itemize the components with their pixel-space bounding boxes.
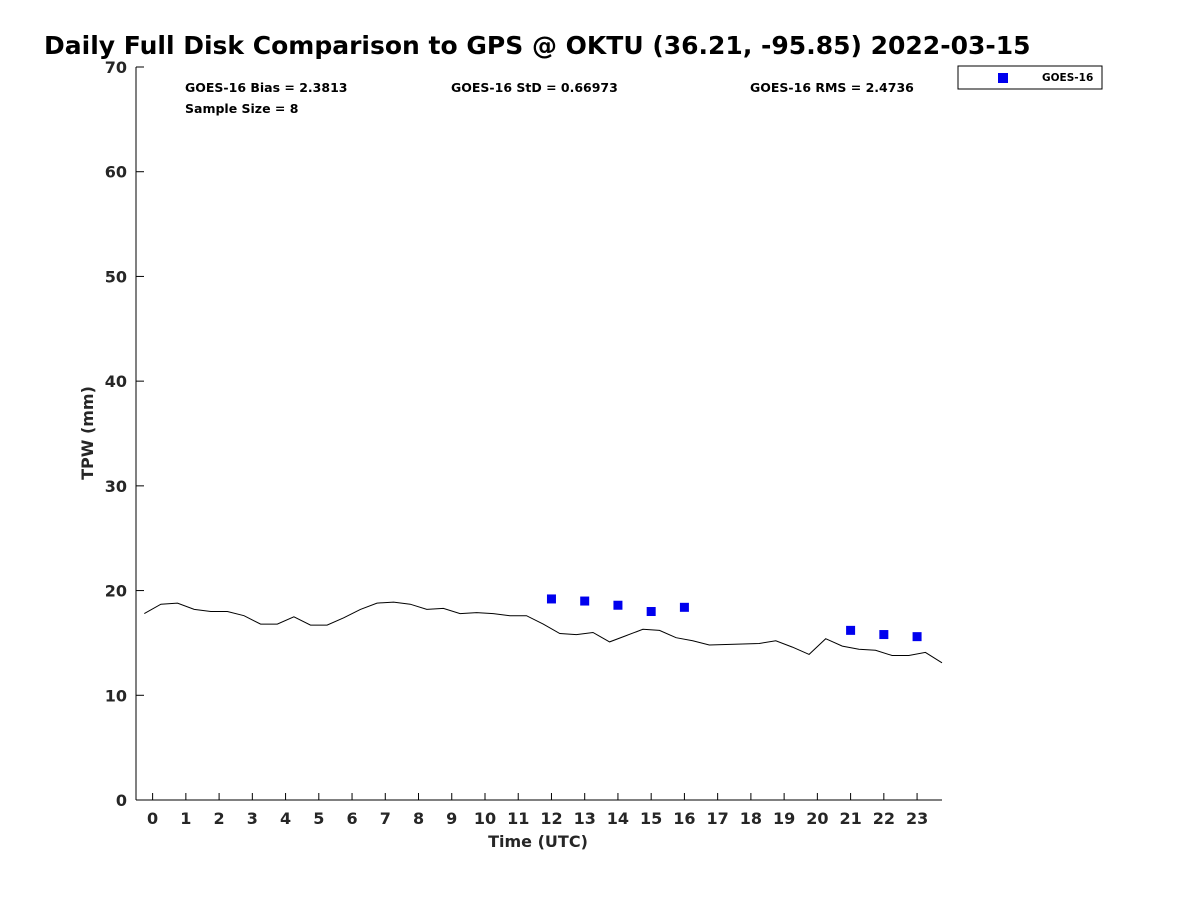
x-tick-label: 7 <box>380 809 391 828</box>
y-tick-label: 40 <box>105 372 127 391</box>
x-tick-label: 16 <box>673 809 695 828</box>
y-ticks: 0 10 20 30 40 50 60 70 <box>105 58 144 810</box>
x-tick-label: 14 <box>607 809 629 828</box>
rms-stat: GOES-16 RMS = 2.4736 <box>750 80 914 95</box>
legend-box <box>957 65 1103 90</box>
x-axis-label: Time (UTC) <box>488 832 588 851</box>
x-tick-label: 0 <box>147 809 158 828</box>
x-tick-label: 19 <box>773 809 795 828</box>
y-tick-label: 50 <box>105 267 127 286</box>
goes-16-point <box>580 596 590 606</box>
goes-16-point <box>679 602 689 612</box>
x-tick-label: 8 <box>413 809 424 828</box>
x-tick-label: 2 <box>214 809 225 828</box>
x-tick-label: 9 <box>446 809 457 828</box>
goes-16-point <box>613 600 623 610</box>
x-tick-label: 17 <box>707 809 729 828</box>
y-tick-label: 60 <box>105 163 127 182</box>
goes-16-point <box>846 625 856 635</box>
goes-16-point <box>546 594 556 604</box>
x-tick-label: 20 <box>806 809 828 828</box>
y-tick-label: 30 <box>105 477 127 496</box>
series-layer <box>144 594 943 664</box>
x-tick-label: 22 <box>873 809 895 828</box>
gps-tpw-line <box>144 601 943 664</box>
sample-size-stat: Sample Size = 8 <box>185 101 298 116</box>
x-tick-label: 11 <box>507 809 529 828</box>
goes-16-point <box>646 607 656 617</box>
x-tick-label: 1 <box>180 809 191 828</box>
x-tick-label: 10 <box>474 809 496 828</box>
legend-label-goes-16: GOES-16 <box>1042 72 1093 84</box>
y-tick-label: 0 <box>116 791 127 810</box>
y-tick-label: 20 <box>105 582 127 601</box>
x-ticks: 0 1 2 3 4 5 6 7 8 9 10 11 12 13 14 15 16 17 18 19 20 21 22 23 <box>147 793 928 828</box>
x-tick-label: 23 <box>906 809 928 828</box>
x-tick-label: 18 <box>740 809 762 828</box>
legend-marker-goes-16 <box>998 73 1008 83</box>
plot-axes <box>135 67 942 801</box>
legend: GOES-16 <box>957 65 1103 90</box>
x-tick-label: 6 <box>346 809 357 828</box>
x-tick-label: 15 <box>640 809 662 828</box>
goes-16-point <box>912 632 922 642</box>
chart-title: Daily Full Disk Comparison to GPS @ OKTU… <box>44 31 1031 60</box>
std-stat: GOES-16 StD = 0.66973 <box>451 80 618 95</box>
x-tick-label: 5 <box>313 809 324 828</box>
x-tick-label: 13 <box>574 809 596 828</box>
y-axis-label: TPW (mm) <box>78 386 97 480</box>
x-tick-label: 12 <box>540 809 562 828</box>
y-tick-label: 70 <box>105 58 127 77</box>
goes-16-point <box>879 630 889 640</box>
x-tick-label: 21 <box>839 809 861 828</box>
bias-stat: GOES-16 Bias = 2.3813 <box>185 80 347 95</box>
y-tick-label: 10 <box>105 686 127 705</box>
x-tick-label: 3 <box>247 809 258 828</box>
x-tick-label: 4 <box>280 809 291 828</box>
